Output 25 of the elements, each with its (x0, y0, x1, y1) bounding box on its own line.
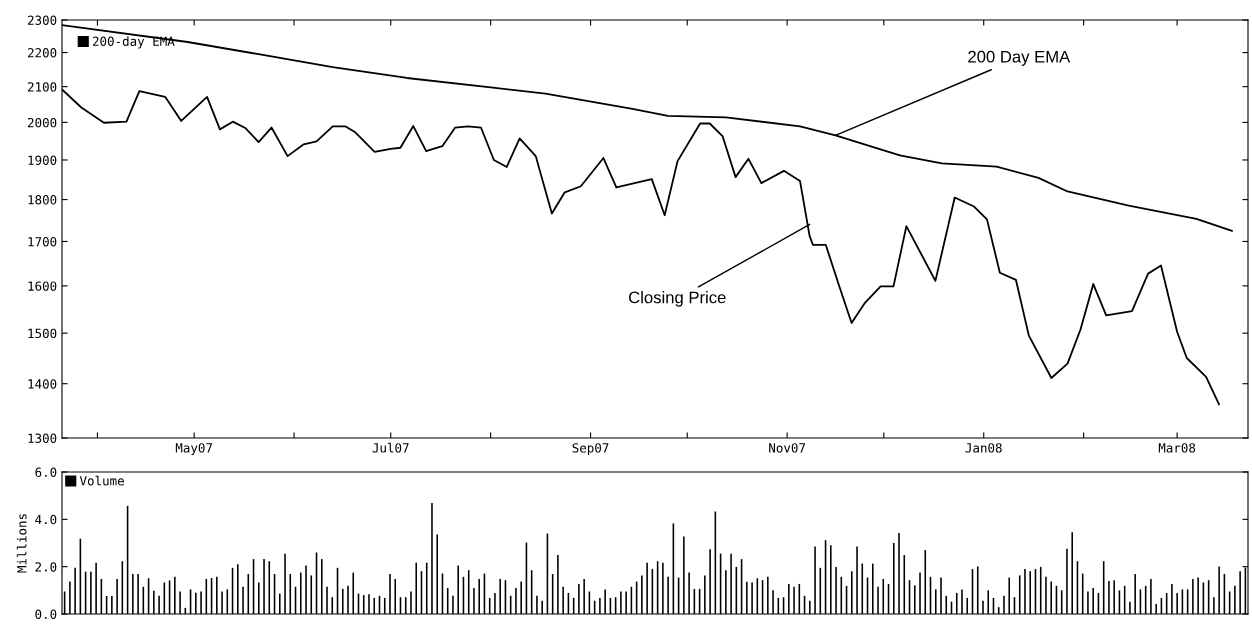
y-tick-label: 6.0 (35, 467, 57, 477)
x-tick-label: Jul07 (372, 442, 409, 453)
y-tick-label: 1300 (28, 433, 57, 443)
y-tick-label: 1900 (28, 155, 57, 165)
x-tick-label: Mar08 (1158, 443, 1196, 453)
x-tick-label: Jan08 (965, 443, 1002, 453)
x-tick-label: Nov07 (769, 443, 806, 453)
y-tick-label: 0.0 (35, 609, 57, 619)
y-tick-label: 1500 (28, 328, 57, 339)
annotation: 200 Day EMA (968, 50, 1071, 66)
y-tick-label: 1600 (28, 281, 57, 291)
x-tick-label: Sep07 (572, 443, 609, 456)
annotation: Closing Price (629, 291, 726, 307)
y-tick-label: 2.0 (35, 562, 57, 572)
y-tick-label: 2200 (27, 48, 57, 58)
x-tick-label: May07 (175, 443, 213, 456)
legend-label: Volume (79, 475, 124, 486)
y-axis-title: Millions (16, 514, 27, 573)
y-tick-label: 1700 (28, 236, 57, 247)
y-tick-label: 2300 (27, 15, 57, 25)
y-tick-label: 1400 (28, 379, 57, 389)
y-tick-label: 2100 (27, 82, 57, 92)
y-tick-label: 1800 (28, 195, 57, 205)
y-tick-label: 4.0 (35, 514, 57, 525)
y-tick-label: 2000 (27, 117, 57, 128)
